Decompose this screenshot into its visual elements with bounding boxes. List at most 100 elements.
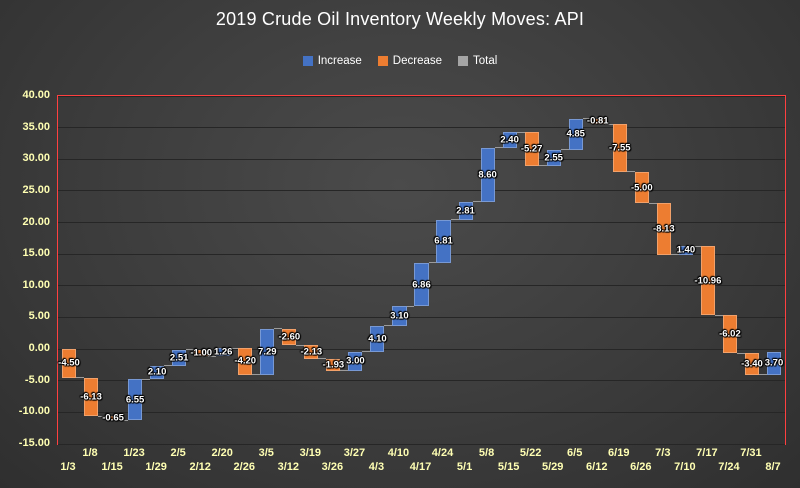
- connector-line: [670, 254, 679, 256]
- x-axis-label: 3/19: [299, 447, 322, 459]
- gridline: [58, 158, 785, 160]
- x-axis-label: 7/10: [674, 461, 696, 473]
- x-axis-label: 1/29: [145, 461, 167, 473]
- waterfall-bar-increase: [370, 325, 385, 352]
- x-axis-label: 2/12: [189, 461, 211, 473]
- bar-data-label: 2.51: [169, 352, 189, 364]
- gridline: [58, 190, 785, 192]
- gridline: [58, 95, 785, 97]
- y-axis-label: -5.00: [24, 373, 50, 386]
- legend-label-increase: Increase: [317, 55, 362, 67]
- waterfall-bar-increase: [458, 201, 473, 220]
- chart-title: 2019 Crude Oil Inventory Weekly Moves: A…: [215, 9, 585, 29]
- connector-line: [406, 305, 415, 307]
- legend-label-total: Total: [473, 55, 498, 67]
- waterfall-bar-increase: [348, 351, 363, 371]
- waterfall-bar-increase: [766, 351, 782, 375]
- y-axis-label: 40.00: [22, 89, 50, 101]
- legend-label-decrease: Decrease: [392, 55, 443, 67]
- legend-swatch-total: [458, 56, 469, 66]
- gridline: [58, 316, 785, 318]
- bar-data-label: -2.60: [278, 331, 301, 343]
- connector-line: [582, 118, 591, 120]
- connector-line: [538, 165, 547, 167]
- bar-data-label: -5.00: [630, 182, 653, 194]
- x-axis-label: 2/26: [233, 461, 255, 473]
- connector-line: [472, 201, 481, 203]
- legend-item-decrease: Decrease: [377, 55, 443, 67]
- bar-data-label: 1.40: [676, 244, 696, 256]
- legend-item-increase: Increase: [302, 55, 362, 67]
- gridline: [58, 253, 785, 255]
- x-axis-label: 5/29: [541, 461, 564, 473]
- waterfall-bar-decrease: [238, 348, 253, 375]
- bar-data-label: 1.26: [213, 346, 233, 358]
- x-axis-label: 5/22: [519, 447, 542, 459]
- y-axis-label: 0.00: [28, 342, 50, 355]
- waterfall-bar-increase: [128, 379, 143, 421]
- waterfall-bar-decrease: [326, 358, 341, 371]
- bar-data-label: 6.55: [125, 394, 145, 406]
- bar-data-label: -7.55: [608, 142, 631, 154]
- waterfall-bar-increase: [546, 149, 561, 166]
- waterfall-bar-decrease: [722, 315, 737, 354]
- y-axis-label: -15.00: [18, 437, 50, 449]
- connector-line: [560, 149, 569, 151]
- waterfall-bar-increase: [436, 219, 451, 263]
- waterfall-bar-decrease: [744, 353, 759, 375]
- gridline: [58, 443, 785, 445]
- bar-data-label: -1.00: [190, 347, 213, 359]
- y-axis-label: 15.00: [22, 247, 50, 260]
- connector-line: [296, 344, 305, 346]
- connector-line: [450, 219, 459, 221]
- connector-line: [516, 131, 525, 133]
- x-axis-label: 2/20: [211, 447, 233, 459]
- x-axis-label: 5/15: [497, 461, 520, 473]
- connector-line: [648, 202, 657, 204]
- waterfall-bar-increase: [480, 147, 495, 202]
- y-axis-label: 35.00: [22, 120, 50, 133]
- y-axis-label: 10.00: [22, 278, 50, 291]
- y-axis-label: 30.00: [22, 152, 50, 165]
- bar-data-label: 6.81: [434, 235, 453, 247]
- gridline: [58, 380, 785, 382]
- bar-data-label: 4.85: [566, 128, 585, 140]
- waterfall-bar-decrease: [61, 349, 77, 378]
- connector-line: [230, 347, 239, 349]
- x-axis-label: 7/3: [655, 447, 671, 459]
- bar-data-label: -5.27: [520, 143, 543, 155]
- gridline: [58, 411, 785, 413]
- bar-data-label: 3.00: [346, 355, 365, 367]
- bar-data-label: -10.96: [694, 275, 722, 287]
- x-axis-label: 6/12: [586, 461, 608, 473]
- bar-data-label: 2.10: [147, 366, 167, 378]
- y-axis-label: 25.00: [22, 183, 50, 196]
- y-axis-label: -10.00: [18, 405, 50, 418]
- bar-data-label: 7.29: [258, 346, 277, 358]
- waterfall-bar-increase: [678, 246, 693, 255]
- connector-line: [318, 358, 327, 360]
- plot-area: -4.50 -6.13 -0.65 6.55 2.10 2.51 -1.00 1.26 -4.2…: [57, 95, 786, 445]
- x-axis-label: 6/26: [630, 461, 652, 473]
- x-axis-label: 7/24: [718, 461, 740, 473]
- bar-data-label: 2.55: [544, 152, 563, 164]
- connector-line: [274, 328, 283, 330]
- bar-data-label: 3.10: [390, 310, 409, 322]
- bar-data-label: 4.10: [368, 333, 387, 345]
- x-axis-label: 4/24: [431, 447, 454, 459]
- legend-swatch-decrease: [377, 56, 388, 66]
- connector-line: [692, 245, 701, 247]
- bar-data-label: 6.86: [412, 279, 431, 291]
- connector-line: [714, 314, 723, 316]
- connector-line: [759, 374, 767, 376]
- connector-line: [428, 262, 437, 264]
- x-axis-label: 4/17: [409, 461, 432, 473]
- x-axis-label: 1/3: [60, 461, 76, 473]
- x-axis-label: 8/7: [765, 461, 781, 473]
- connector-line: [626, 171, 635, 173]
- bar-data-label: -0.81: [586, 115, 609, 127]
- bar-data-label: -2.13: [300, 346, 323, 358]
- gridline: [58, 222, 785, 224]
- y-axis-label: 5.00: [28, 310, 50, 323]
